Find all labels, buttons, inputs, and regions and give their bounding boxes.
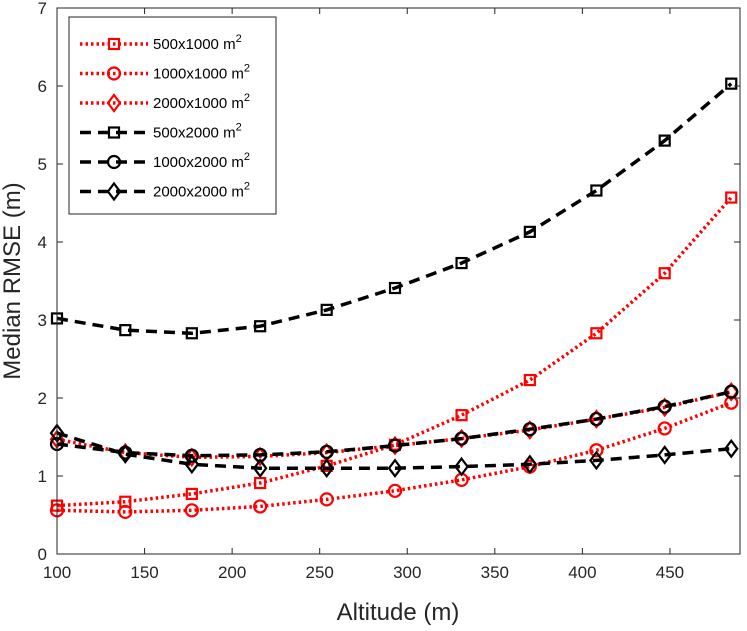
data-point-diamond: [657, 445, 673, 465]
data-point-diamond: [252, 458, 268, 479]
y-tick-label: 3: [38, 311, 47, 330]
legend-marker-square: [107, 37, 121, 51]
y-tick-label: 5: [38, 155, 47, 174]
data-point-square: [388, 281, 402, 295]
data-point-diamond: [319, 458, 335, 479]
series-line: [56, 390, 732, 458]
legend-marker-circle: [106, 66, 122, 81]
data-point-square: [185, 327, 198, 340]
data-point-circle: [589, 443, 604, 458]
data-point-square: [590, 184, 603, 197]
legend-marker-circle: [106, 154, 122, 170]
data-point-circle: [454, 431, 469, 446]
legend-label: 500x2000 m2: [153, 122, 242, 142]
data-point-circle: [589, 411, 604, 427]
x-axis-label: Altitude (m): [337, 599, 460, 626]
data-point-square: [658, 134, 671, 147]
axis-ticks: 100 150 200 250 300 350 400 450 0 1 2 3 4 5 6 7: [38, 0, 740, 582]
legend: 500x1000 m2 1000x1000 m2 2000x1000 m2 500x2…: [68, 16, 277, 215]
data-point-square: [725, 77, 738, 90]
data-point-diamond: [387, 435, 403, 456]
data-point-square: [119, 324, 132, 337]
x-tick-label: 350: [481, 563, 509, 582]
series-line: [56, 401, 732, 514]
data-point-diamond: [522, 420, 538, 440]
x-tick-label: 450: [656, 563, 684, 582]
data-point-diamond: [723, 438, 739, 459]
legend-box: [68, 16, 277, 215]
x-tick-label: 250: [306, 563, 334, 582]
legend-marker-diamond: [106, 181, 122, 202]
y-tick-label: 7: [38, 0, 47, 18]
x-tick-label: 400: [568, 563, 596, 582]
data-point-diamond: [454, 428, 469, 449]
legend-label: 2000x2000 m2: [153, 181, 250, 201]
series-line: [56, 431, 732, 470]
data-point-circle: [253, 499, 268, 514]
plot-frame: [56, 7, 741, 555]
data-point-diamond: [117, 444, 133, 464]
data-point-circle: [184, 448, 199, 463]
series-2000x2000: [49, 423, 739, 479]
data-point-square: [523, 373, 536, 387]
legend-marker-square: [107, 126, 121, 139]
data-point-circle: [319, 492, 334, 507]
legend-entry: 500x1000 m2: [80, 33, 242, 53]
data-point-diamond: [184, 454, 200, 475]
plot-area: [49, 77, 739, 519]
y-tick-label: 2: [38, 389, 47, 408]
x-tick-label: 100: [43, 563, 71, 582]
legend-label: 1000x1000 m2: [153, 63, 250, 83]
y-tick-label: 0: [38, 545, 47, 564]
data-point-diamond: [723, 381, 739, 402]
series-line: [56, 82, 733, 336]
data-point-circle: [387, 483, 403, 498]
data-point-circle: [657, 421, 672, 436]
legend-entry: 2000x1000 m2: [80, 92, 250, 113]
data-point-circle: [319, 444, 334, 459]
data-point-square: [185, 487, 198, 501]
legend-entry: 1000x1000 m2: [80, 63, 250, 83]
data-point-diamond: [589, 450, 604, 471]
legend-entry: 500x2000 m2: [80, 122, 242, 142]
y-tick-label: 6: [38, 77, 47, 96]
data-point-square: [320, 303, 333, 316]
data-point-circle: [657, 399, 672, 414]
data-point-square: [254, 320, 267, 333]
y-axis-label: Median RMSE (m): [0, 182, 26, 379]
data-point-square: [590, 327, 603, 340]
data-point-circle: [522, 422, 537, 437]
x-tick-label: 300: [393, 563, 421, 582]
legend-entry: 1000x2000 m2: [80, 151, 250, 171]
y-tick-label: 4: [38, 233, 47, 252]
data-point-square: [725, 191, 738, 204]
legend-label: 2000x1000 m2: [153, 92, 250, 112]
x-tick-label: 200: [218, 563, 246, 582]
data-point-diamond: [387, 458, 403, 479]
data-point-circle: [184, 503, 199, 518]
y-tick-label: 1: [38, 467, 47, 486]
data-point-diamond: [589, 409, 604, 429]
legend-marker-diamond: [106, 93, 122, 113]
data-point-square: [455, 409, 468, 422]
data-point-square: [455, 256, 468, 270]
data-point-square: [523, 225, 536, 238]
data-point-diamond: [522, 454, 538, 475]
data-point-circle: [387, 438, 403, 453]
legend-label: 500x1000 m2: [153, 33, 242, 53]
data-point-diamond: [454, 456, 469, 477]
series-line: [56, 196, 733, 508]
data-point-square: [658, 267, 671, 280]
data-point-circle: [118, 504, 133, 519]
legend-entry: 2000x2000 m2: [80, 181, 250, 202]
data-point-circle: [724, 384, 739, 399]
legend-label: 1000x2000 m2: [153, 151, 250, 171]
x-tick-label: 150: [130, 563, 158, 582]
